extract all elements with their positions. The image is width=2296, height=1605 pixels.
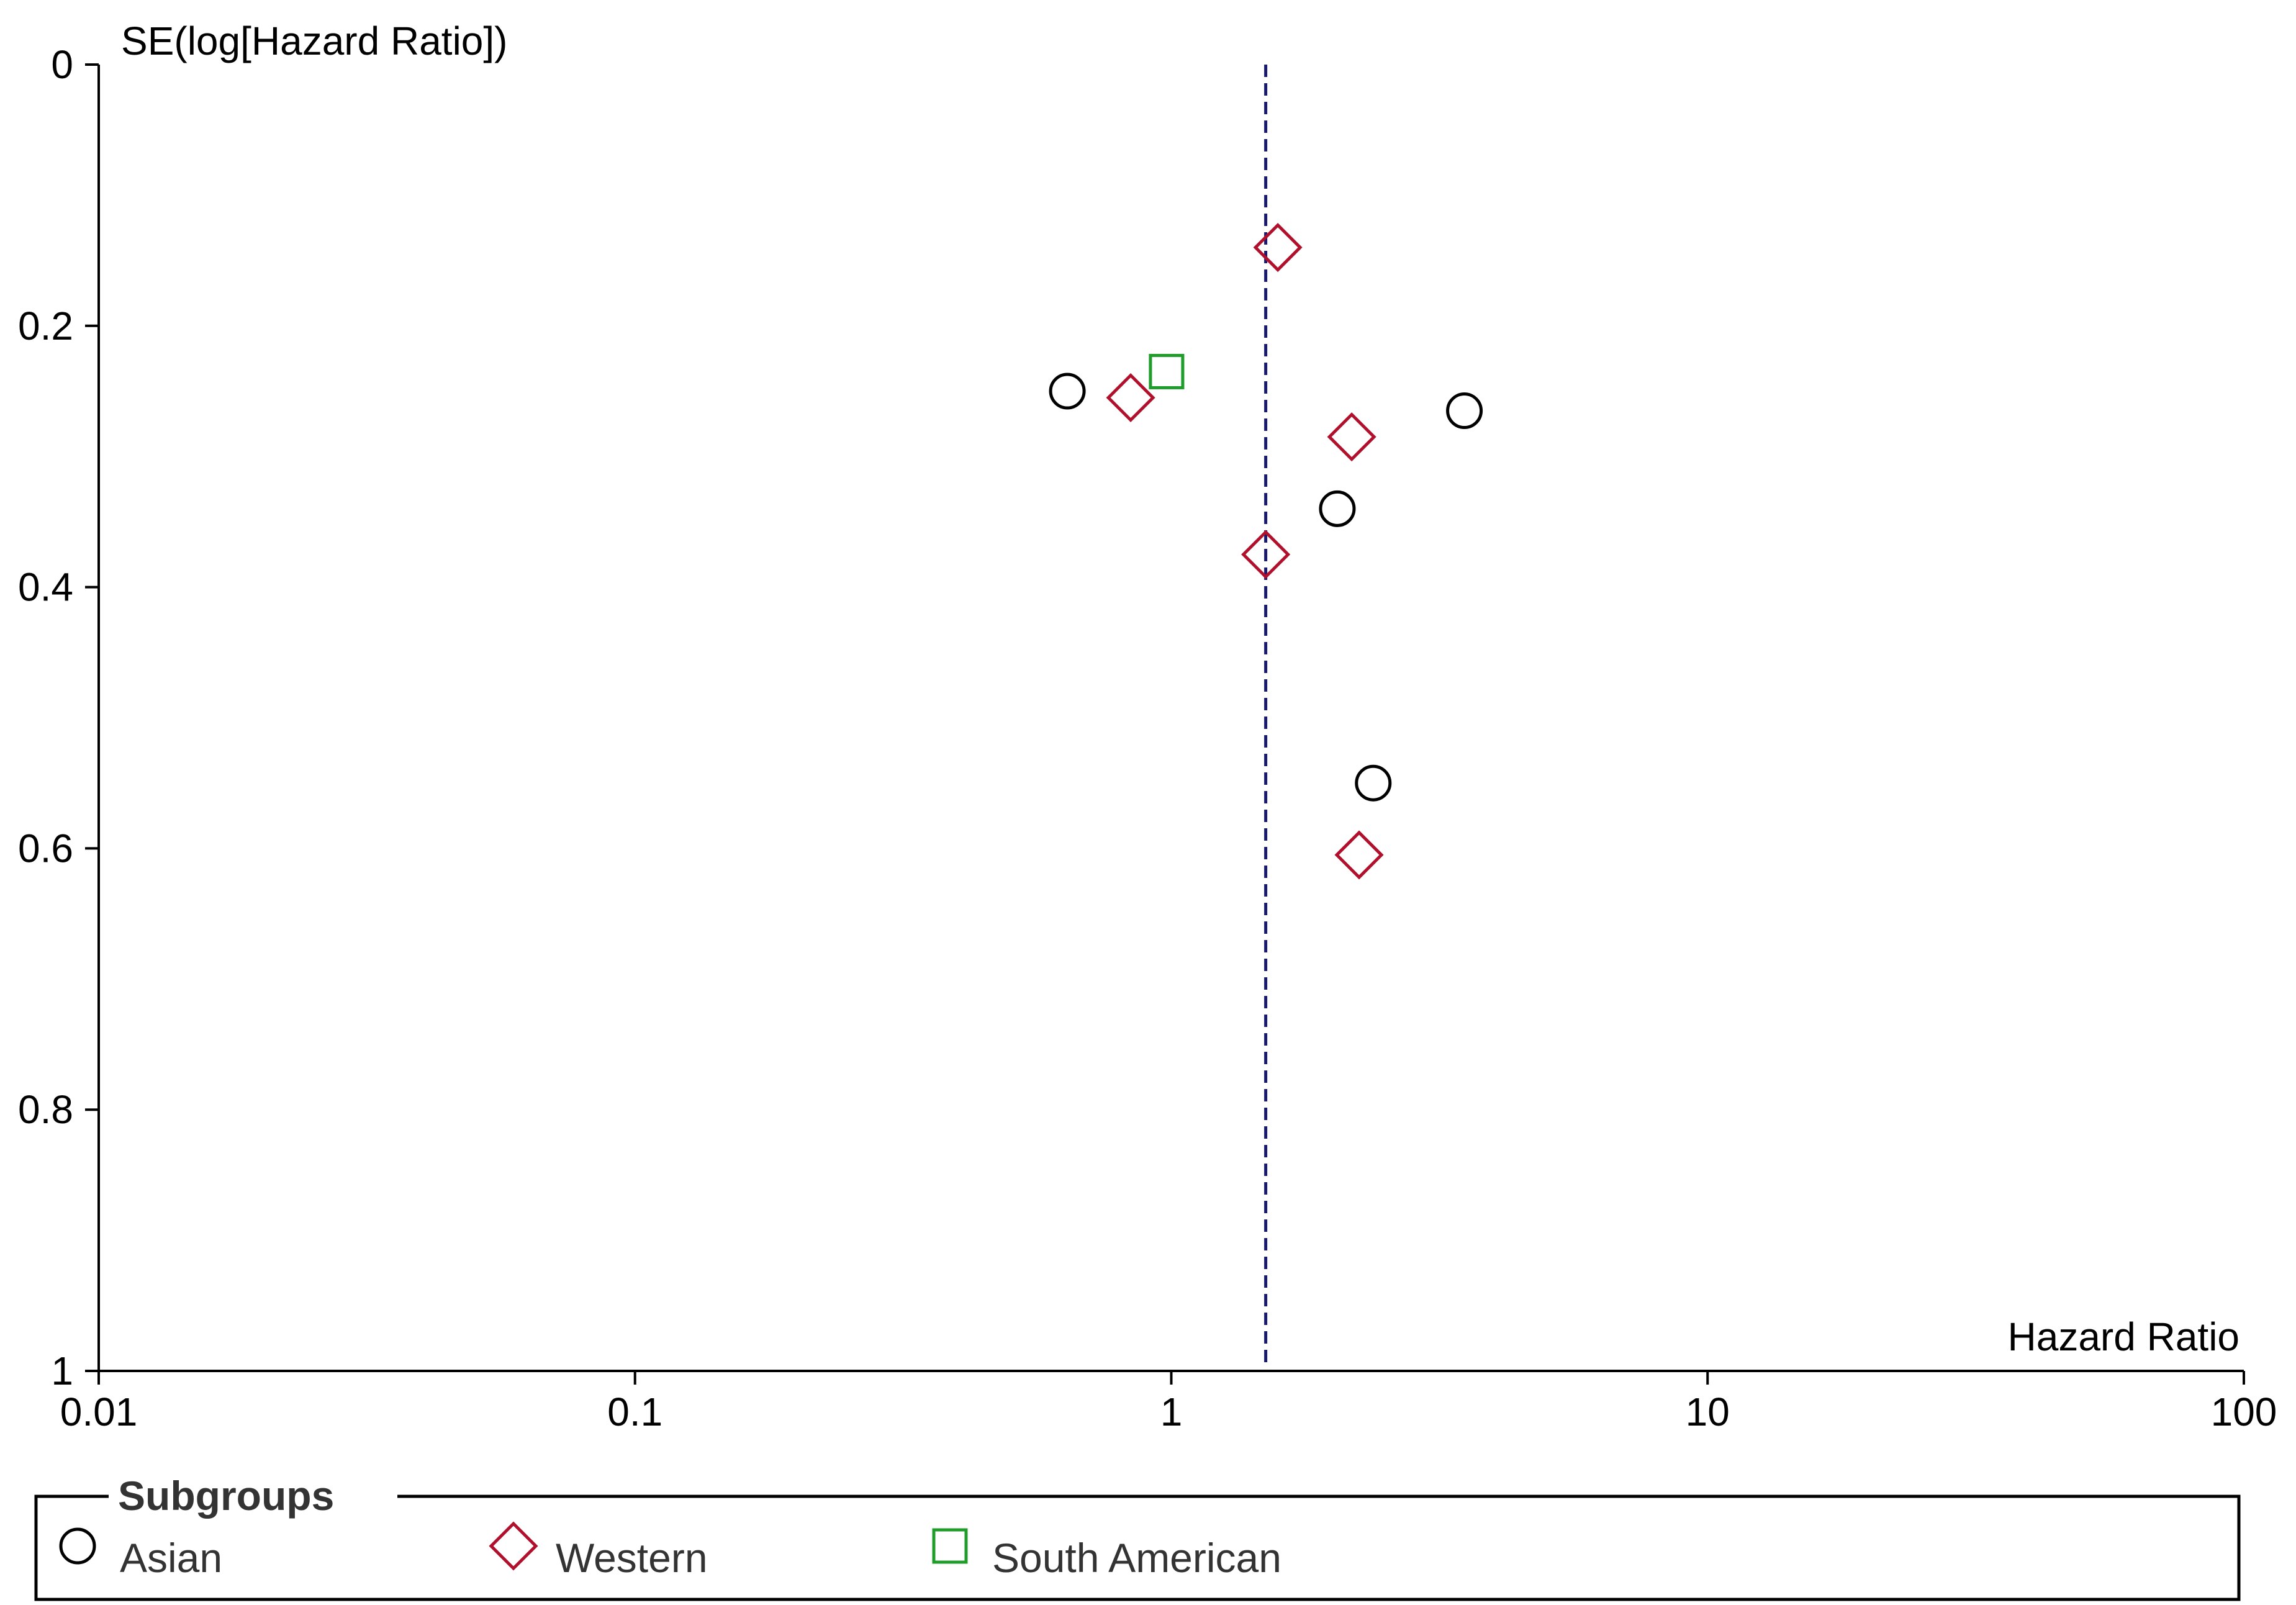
x-axis-title: Hazard Ratio	[2008, 1314, 2240, 1359]
western-point	[1334, 830, 1384, 880]
legend-asian-circle-icon	[59, 1527, 96, 1565]
x-tick-label: 0.01	[60, 1390, 138, 1434]
y-tick-label: 0	[51, 42, 73, 87]
legend: Subgroups Asian Western South American	[34, 1473, 2241, 1601]
x-tick-label: 1	[1160, 1390, 1183, 1434]
ticks: 00.20.40.60.810.01 0.1 1 10 100	[18, 42, 2277, 1434]
asian-point	[1446, 392, 1483, 430]
y-tick-label: 0.4	[18, 565, 73, 610]
western-point	[1106, 373, 1155, 423]
y-tick-label: 0.8	[18, 1087, 73, 1132]
axes	[97, 65, 2244, 1372]
data-points	[1049, 223, 1483, 880]
x-tick-label: 0.1	[607, 1390, 662, 1434]
asian-point	[1355, 764, 1392, 802]
y-axis-title: SE(log[Hazard Ratio])	[121, 19, 507, 63]
legend-label-western: Western	[556, 1535, 708, 1581]
south-american-point	[1149, 353, 1185, 389]
legend-label-south-american: South American	[992, 1535, 1281, 1581]
western-point	[1253, 223, 1303, 273]
asian-point	[1319, 490, 1356, 527]
legend-title: Subgroups	[118, 1473, 334, 1519]
y-tick-label: 0.2	[18, 304, 73, 348]
legend-western-diamond-icon	[489, 1521, 538, 1571]
y-tick-label: 0.6	[18, 826, 73, 870]
western-point	[1241, 530, 1291, 579]
legend-items: Asian Western South American	[59, 1521, 1281, 1581]
x-tick-label: 100	[2211, 1390, 2277, 1434]
y-tick-label: 1	[51, 1349, 73, 1393]
legend-label-asian: Asian	[120, 1535, 222, 1581]
legend-south-american-square-icon	[932, 1528, 968, 1564]
western-point	[1327, 412, 1376, 462]
x-tick-label: 10	[1686, 1390, 1730, 1434]
legend-frame	[34, 1494, 2241, 1601]
asian-point	[1049, 373, 1086, 410]
